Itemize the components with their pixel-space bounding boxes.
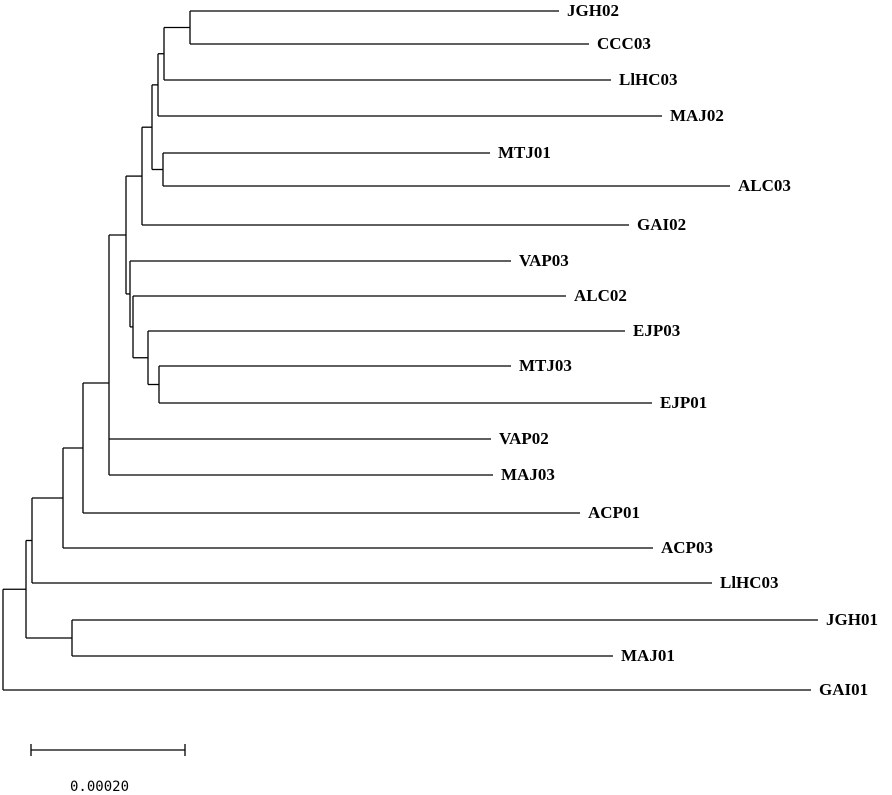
leaf-label: ALC03	[738, 176, 791, 195]
leaf-label: ACP01	[588, 503, 640, 522]
leaf-label: CCC03	[597, 34, 651, 53]
tree-branches	[2, 10, 818, 691]
leaf-label: ACP03	[661, 538, 713, 557]
leaf-label: MAJ03	[501, 465, 555, 484]
leaf-label: JGH01	[826, 610, 878, 629]
leaf-label: LlHC03	[720, 573, 779, 592]
leaf-label: MAJ02	[670, 106, 724, 125]
scale-bar-label: 0.00020	[70, 779, 129, 795]
leaf-label: GAI01	[819, 680, 868, 699]
leaf-label: MTJ01	[498, 143, 551, 162]
leaf-label: EJP03	[633, 321, 680, 340]
leaf-label: EJP01	[660, 393, 707, 412]
leaf-labels: JGH02 CCC03 LlHC03 MAJ02 MTJ01 ALC03 GAI02 VAP0…	[498, 1, 878, 699]
leaf-label: MTJ03	[519, 356, 572, 375]
leaf-label: VAP02	[499, 429, 549, 448]
scale-bar: 0.00020	[30, 744, 186, 795]
leaf-label: ALC02	[574, 286, 627, 305]
leaf-label: GAI02	[637, 215, 686, 234]
leaf-label: JGH02	[567, 1, 619, 20]
leaf-label: MAJ01	[621, 646, 675, 665]
leaf-label: LlHC03	[619, 70, 678, 89]
leaf-label: VAP03	[519, 251, 569, 270]
